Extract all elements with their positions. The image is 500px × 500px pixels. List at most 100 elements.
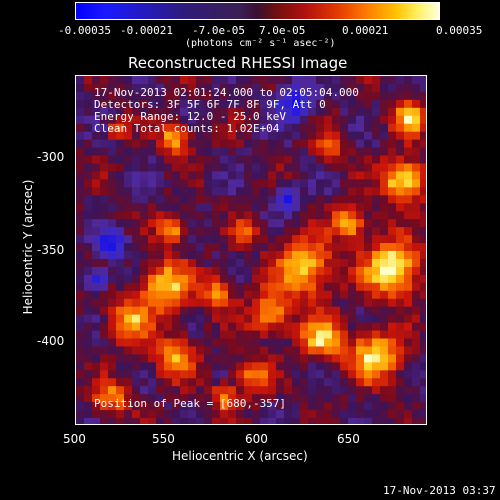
heatmap-cell <box>324 99 333 109</box>
heatmap-cell <box>268 346 277 355</box>
heatmap-cell <box>236 163 245 173</box>
heatmap-cell <box>228 362 237 371</box>
heatmap-cell <box>196 203 205 212</box>
heatmap-cell <box>276 99 285 109</box>
heatmap-cell <box>92 187 101 196</box>
heatmap-cell <box>236 354 245 363</box>
heatmap-cell <box>84 306 93 316</box>
heatmap-cell <box>300 99 309 109</box>
heatmap-cell <box>252 91 261 101</box>
heatmap-cell <box>172 290 181 300</box>
heatmap-cell <box>244 386 253 395</box>
heatmap-cell <box>196 258 205 268</box>
heatmap-cell <box>116 386 125 395</box>
heatmap-cell <box>276 418 285 424</box>
heatmap-cell <box>124 235 133 244</box>
heatmap-cell <box>164 330 173 340</box>
heatmap-cell <box>284 418 293 424</box>
heatmap-cell <box>396 314 405 324</box>
heatmap-cell <box>188 163 197 173</box>
heatmap-cell <box>236 362 245 371</box>
heatmap-cell <box>196 370 205 379</box>
heatmap-cell <box>76 386 85 395</box>
heatmap-cell <box>340 418 349 424</box>
heatmap-cell <box>380 330 389 340</box>
heatmap-cell <box>348 346 357 355</box>
heatmap-cell <box>364 155 373 165</box>
heatmap-cell <box>92 235 101 244</box>
heatmap-cell <box>228 227 237 236</box>
heatmap-cell <box>388 171 397 180</box>
heatmap-cell <box>204 258 213 268</box>
heatmap-cell <box>404 203 413 212</box>
heatmap-cell <box>396 266 405 276</box>
heatmap-cell <box>212 131 221 141</box>
heatmap-cell <box>284 282 293 292</box>
heatmap-cell <box>364 266 373 276</box>
heatmap-cell <box>356 282 365 292</box>
heatmap-cell <box>180 418 189 424</box>
heatmap-cell <box>164 187 173 196</box>
heatmap-cell <box>84 298 93 308</box>
heatmap-cell <box>164 251 173 260</box>
heatmap-cell <box>84 394 93 403</box>
heatmap-cell <box>148 322 157 332</box>
heatmap-cell <box>220 83 229 93</box>
heatmap-cell <box>404 266 413 276</box>
heatmap-cell <box>300 235 309 244</box>
heatmap-cell <box>76 171 85 180</box>
heatmap-cell <box>260 370 269 379</box>
heatmap-cell <box>332 211 341 220</box>
heatmap-cell <box>236 330 245 340</box>
heatmap-cell <box>188 235 197 244</box>
y-tick: -350 <box>37 243 65 257</box>
heatmap-cell <box>316 282 325 292</box>
heatmap-cell <box>260 123 269 133</box>
heatmap-cell <box>100 282 109 292</box>
heatmap-cell <box>348 107 357 117</box>
heatmap-cell <box>252 314 261 324</box>
heatmap-cell <box>380 266 389 276</box>
heatmap-cell <box>76 394 85 403</box>
heatmap-cell <box>212 362 221 371</box>
heatmap-cell <box>316 139 325 149</box>
heatmap-cell <box>332 330 341 340</box>
heatmap-cell <box>268 235 277 244</box>
heatmap-cell <box>228 243 237 252</box>
heatmap-cell <box>268 394 277 403</box>
heatmap-cell <box>244 290 253 300</box>
heatmap-cell <box>100 211 109 220</box>
heatmap-cell <box>132 195 141 204</box>
heatmap-cell <box>316 131 325 141</box>
heatmap-cell <box>100 163 109 173</box>
heatmap-cell <box>308 394 317 403</box>
heatmap-cell <box>188 386 197 395</box>
heatmap-cell <box>148 251 157 260</box>
heatmap-cell <box>204 330 213 340</box>
heatmap-cell <box>412 410 421 419</box>
heatmap-cell <box>92 346 101 355</box>
heatmap-cell <box>316 211 325 220</box>
heatmap-cell <box>284 76 293 85</box>
heatmap-cell <box>260 290 269 300</box>
heatmap-cell <box>284 187 293 196</box>
heatmap-cell <box>404 76 413 85</box>
heatmap-cell <box>212 251 221 260</box>
heatmap-cell <box>356 187 365 196</box>
heatmap-cell <box>332 402 341 411</box>
heatmap-cell <box>324 76 333 85</box>
heatmap-cell <box>412 314 421 324</box>
heatmap-cell <box>124 107 133 117</box>
heatmap-cell <box>212 195 221 204</box>
heatmap-cell <box>108 378 117 387</box>
heatmap-cell <box>268 195 277 204</box>
heatmap-cell <box>324 219 333 228</box>
heatmap-cell <box>332 274 341 284</box>
heatmap-cell <box>244 362 253 371</box>
heatmap-cell <box>252 115 261 125</box>
heatmap-cell <box>396 418 405 424</box>
heatmap-cell <box>356 290 365 300</box>
heatmap-cell <box>204 211 213 220</box>
heatmap-cell <box>188 314 197 324</box>
heatmap-cell <box>156 394 165 403</box>
